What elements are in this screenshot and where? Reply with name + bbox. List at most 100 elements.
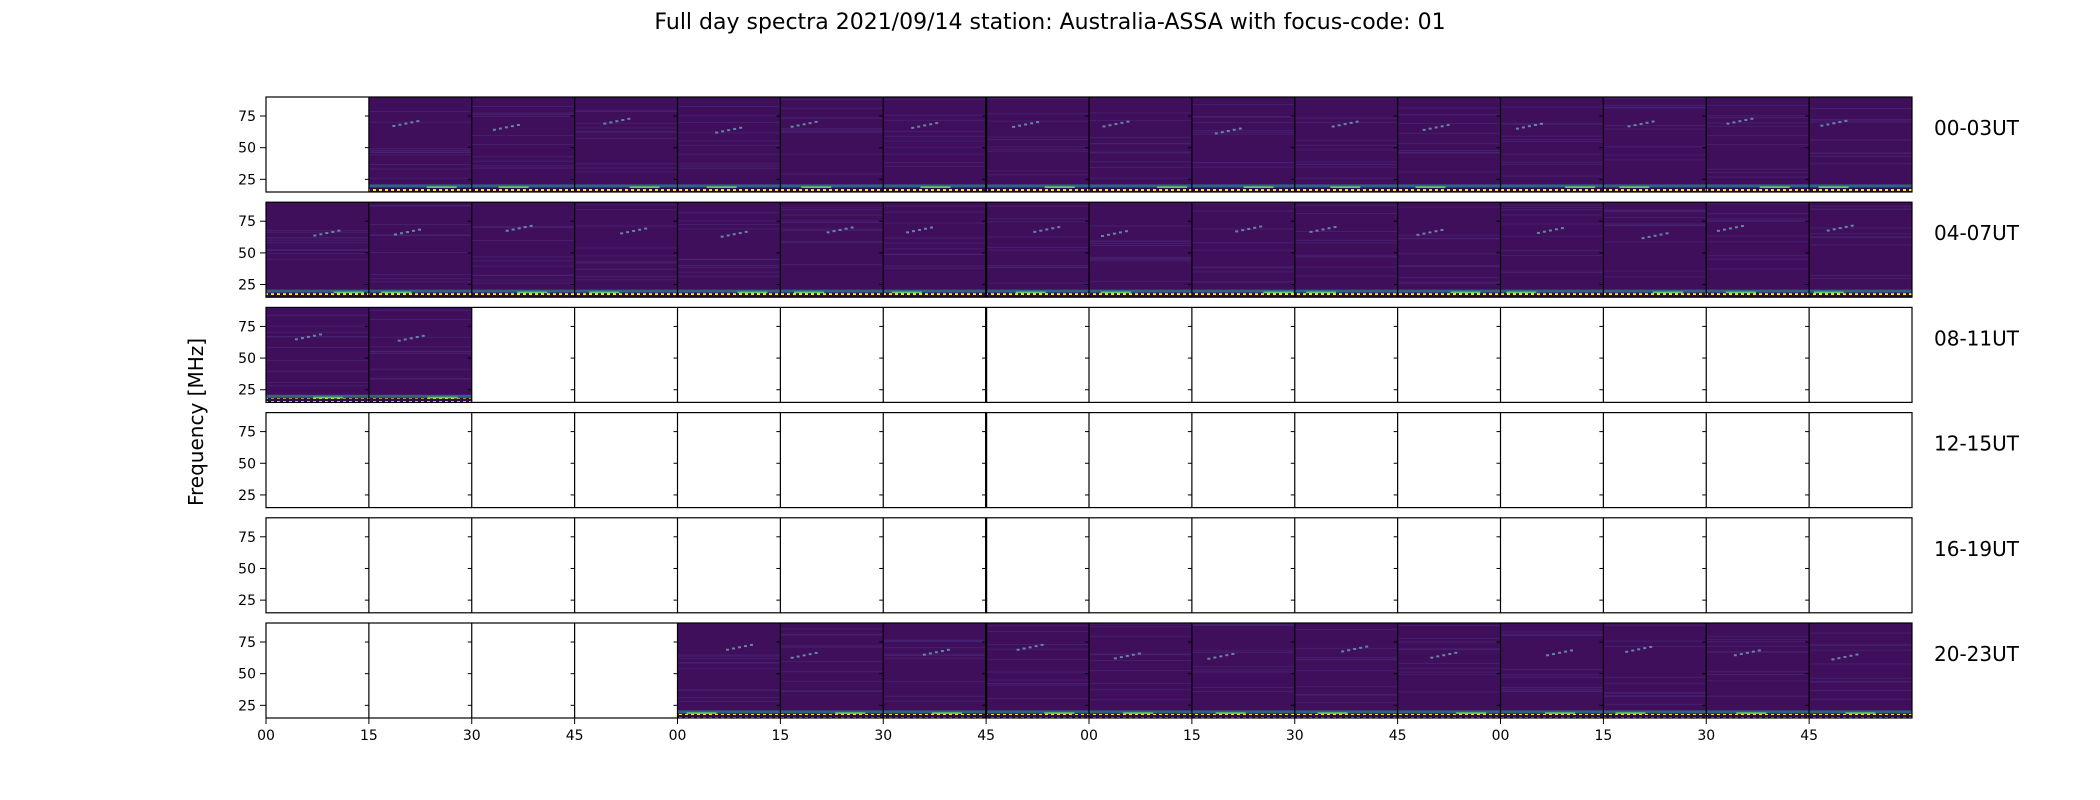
emission-dash: [1231, 652, 1235, 655]
noise-streak: [266, 325, 369, 327]
spectrum-background: [1397, 623, 1501, 718]
noise-streak: [780, 660, 884, 662]
noise-streak: [1089, 689, 1192, 691]
emission-dash: [417, 228, 421, 231]
spectrum-background: [574, 202, 678, 298]
noise-streak: [1294, 166, 1398, 168]
x-tick-label: 30: [874, 728, 892, 744]
noise-streak: [986, 684, 1089, 686]
emission-dash: [331, 230, 335, 233]
emission-dash: [1436, 655, 1440, 658]
noise-streak: [677, 228, 781, 230]
noise-streak: [1397, 266, 1501, 268]
emission-dash: [393, 233, 397, 236]
noise-streak: [1191, 249, 1295, 251]
noise-streak: [1397, 674, 1501, 676]
spectrum-panel: [1294, 202, 1398, 298]
noise-streak: [266, 331, 369, 333]
noise-streak: [368, 309, 472, 311]
emission-dash: [1353, 648, 1357, 651]
row-frame: [265, 96, 1913, 193]
noise-streak: [266, 370, 369, 372]
spectrum-background: [677, 623, 781, 718]
emission-dash: [1750, 117, 1754, 120]
low-band: [1603, 184, 1707, 188]
emission-dash: [1225, 654, 1229, 657]
noise-streak: [1191, 242, 1295, 244]
noise-streak: [677, 689, 781, 691]
noise-streak: [1706, 219, 1810, 221]
noise-streak: [1294, 204, 1398, 206]
spectrum-panel: [780, 623, 884, 718]
emission-dash: [1832, 228, 1836, 231]
noise-streak: [368, 204, 472, 206]
spectrum-panel: [1191, 202, 1295, 298]
noise-streak: [1500, 690, 1604, 692]
noise-streak: [986, 139, 1089, 141]
emission-dash: [294, 338, 298, 341]
low-band: [1706, 710, 1810, 714]
noise-streak: [1089, 256, 1192, 258]
noise-streak: [1397, 671, 1501, 673]
emission-dash: [1309, 230, 1313, 233]
noise-streak: [1500, 223, 1604, 225]
low-band: [1706, 184, 1810, 188]
noise-streak: [1603, 210, 1707, 212]
emission-dash: [1238, 127, 1242, 130]
noise-streak: [1397, 282, 1501, 284]
emission-dash: [721, 130, 725, 133]
emission-dash: [744, 230, 748, 233]
emission-dash: [1235, 230, 1239, 233]
noise-streak: [1706, 220, 1810, 222]
row-label: 12-15UT: [1934, 432, 2020, 456]
spectrum-background: [1397, 97, 1501, 192]
emission-dash: [1100, 235, 1104, 238]
noise-streak: [1191, 686, 1295, 688]
noise-streak: [1706, 651, 1810, 653]
low-band-bright: [835, 712, 866, 715]
noise-streak: [1294, 213, 1398, 215]
noise-streak: [1191, 271, 1295, 273]
noise-streak: [1706, 638, 1810, 640]
low-band-bright: [427, 396, 458, 399]
noise-streak: [677, 153, 781, 155]
baseline-marker: [677, 293, 781, 298]
noise-streak: [368, 164, 472, 166]
noise-streak: [883, 647, 987, 649]
low-band-bright: [1652, 291, 1683, 294]
noise-streak: [780, 646, 884, 648]
noise-streak: [1191, 624, 1295, 626]
noise-streak: [986, 266, 1089, 268]
spectrum-background: [1294, 202, 1398, 298]
spectrum-panel: [471, 97, 575, 192]
emission-dash: [405, 231, 409, 234]
emission-dash: [1213, 656, 1217, 659]
noise-streak: [266, 237, 369, 239]
emission-dash: [1732, 121, 1736, 124]
emission-dash: [1831, 658, 1835, 661]
emission-dash: [733, 127, 737, 130]
emission-dash: [1434, 230, 1438, 233]
emission-dash: [1446, 124, 1450, 127]
noise-streak: [1397, 265, 1501, 267]
noise-streak: [677, 655, 781, 657]
emission-dash: [1552, 653, 1556, 656]
emission-dash: [749, 643, 753, 646]
spectrum-background: [677, 202, 781, 298]
noise-streak: [1603, 703, 1707, 705]
y-tick-label: 75: [238, 214, 256, 230]
row-label: 20-23UT: [1934, 642, 2020, 666]
noise-streak: [1809, 121, 1912, 123]
noise-streak: [677, 163, 781, 165]
spectrum-panel: [266, 307, 369, 403]
noise-streak: [1603, 107, 1707, 109]
noise-streak: [368, 168, 472, 170]
noise-streak: [1191, 133, 1295, 135]
baseline-marker: [1294, 188, 1398, 192]
emission-dash: [1533, 124, 1537, 127]
noise-streak: [1397, 625, 1501, 627]
emission-dash: [720, 235, 724, 238]
noise-streak: [574, 171, 678, 173]
noise-streak: [1706, 125, 1810, 127]
noise-streak: [677, 266, 781, 268]
